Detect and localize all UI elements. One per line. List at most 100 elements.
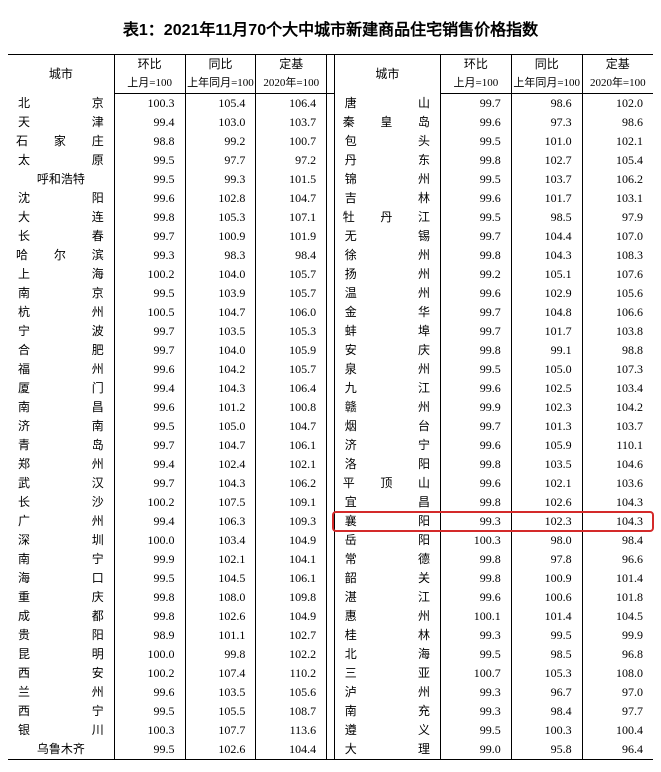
sub-mom-l: 上月=100 [114, 74, 185, 94]
city-cell: 门 [61, 379, 114, 398]
table-row: 重庆99.8108.0109.8湛江99.6100.6101.8 [8, 588, 653, 607]
val-cell: 99.7 [114, 474, 185, 493]
sub-yoy-r: 上年同月=100 [511, 74, 582, 94]
table-row: 太原99.597.797.2丹东99.8102.7105.4 [8, 151, 653, 170]
hdr-yoy-r: 同比 [511, 55, 582, 75]
city-cell: 济 [334, 436, 387, 455]
city-cell: 南 [8, 550, 61, 569]
city-cell: 平顶山 [334, 474, 440, 493]
table-row: 海口99.5104.5106.1韶关99.8100.9101.4 [8, 569, 653, 588]
val-cell: 100.8 [256, 398, 327, 417]
val-cell: 107.0 [582, 227, 653, 246]
city-cell: 州 [387, 360, 440, 379]
val-cell: 102.3 [511, 512, 582, 531]
sub-base-l: 2020年=100 [256, 74, 327, 94]
city-cell: 遵 [334, 721, 387, 740]
table-row: 杭州100.5104.7106.0金华99.7104.8106.6 [8, 303, 653, 322]
hdr-base-l: 定基 [256, 55, 327, 75]
val-cell: 104.3 [185, 474, 256, 493]
val-cell: 99.3 [440, 626, 511, 645]
city-cell: 合 [8, 341, 61, 360]
val-cell: 102.7 [256, 626, 327, 645]
city-cell: 南 [334, 702, 387, 721]
val-cell: 99.6 [114, 189, 185, 208]
city-cell: 秦皇岛 [334, 113, 440, 132]
val-cell: 103.5 [185, 683, 256, 702]
city-cell: 大 [334, 740, 387, 760]
city-cell: 宜 [334, 493, 387, 512]
val-cell: 97.3 [511, 113, 582, 132]
table-row: 合肥99.7104.0105.9安庆99.899.198.8 [8, 341, 653, 360]
city-cell: 肥 [61, 341, 114, 360]
val-cell: 103.0 [185, 113, 256, 132]
city-cell: 华 [387, 303, 440, 322]
val-cell: 99.7 [440, 322, 511, 341]
val-cell: 99.5 [440, 170, 511, 189]
table-row: 上海100.2104.0105.7扬州99.2105.1107.6 [8, 265, 653, 284]
val-cell: 99.8 [440, 455, 511, 474]
hdr-city-left: 城市 [8, 55, 114, 94]
val-cell: 107.4 [185, 664, 256, 683]
val-cell: 99.5 [511, 626, 582, 645]
city-cell: 安 [334, 341, 387, 360]
val-cell: 104.9 [256, 531, 327, 550]
val-cell: 107.7 [185, 721, 256, 740]
val-cell: 99.7 [440, 417, 511, 436]
val-cell: 96.7 [511, 683, 582, 702]
val-cell: 102.1 [511, 474, 582, 493]
val-cell: 101.5 [256, 170, 327, 189]
city-cell: 哈尔滨 [8, 246, 114, 265]
val-cell: 99.9 [440, 398, 511, 417]
val-cell: 97.2 [256, 151, 327, 170]
val-cell: 103.7 [256, 113, 327, 132]
city-cell: 南 [61, 417, 114, 436]
val-cell: 98.5 [511, 645, 582, 664]
city-cell: 成 [8, 607, 61, 626]
val-cell: 100.3 [114, 94, 185, 114]
val-cell: 101.9 [256, 227, 327, 246]
val-cell: 99.8 [114, 588, 185, 607]
val-cell: 102.8 [185, 189, 256, 208]
city-cell: 庆 [387, 341, 440, 360]
city-cell: 京 [61, 284, 114, 303]
val-cell: 105.3 [185, 208, 256, 227]
city-cell: 西 [8, 664, 61, 683]
val-cell: 99.9 [582, 626, 653, 645]
val-cell: 99.6 [440, 113, 511, 132]
val-cell: 102.6 [511, 493, 582, 512]
val-cell: 104.9 [256, 607, 327, 626]
table-row: 成都99.8102.6104.9惠州100.1101.4104.5 [8, 607, 653, 626]
val-cell: 104.7 [256, 417, 327, 436]
hdr-city-right: 城市 [334, 55, 440, 94]
val-cell: 110.1 [582, 436, 653, 455]
val-cell: 102.2 [256, 645, 327, 664]
val-cell: 104.3 [582, 512, 653, 531]
city-cell: 阳 [387, 512, 440, 531]
table-row: 大连99.8105.3107.1牡丹江99.598.597.9 [8, 208, 653, 227]
city-cell: 都 [61, 607, 114, 626]
val-cell: 99.6 [440, 379, 511, 398]
val-cell: 99.6 [440, 436, 511, 455]
city-cell: 津 [61, 113, 114, 132]
val-cell: 102.0 [582, 94, 653, 114]
table-row: 宁波99.7103.5105.3蚌埠99.7101.7103.8 [8, 322, 653, 341]
city-cell: 昆 [8, 645, 61, 664]
val-cell: 99.4 [114, 512, 185, 531]
val-cell: 100.0 [114, 645, 185, 664]
city-cell: 林 [387, 189, 440, 208]
hdr-mom-l: 环比 [114, 55, 185, 75]
val-cell: 99.9 [114, 550, 185, 569]
val-cell: 107.3 [582, 360, 653, 379]
city-cell: 常 [334, 550, 387, 569]
val-cell: 105.4 [185, 94, 256, 114]
val-cell: 100.2 [114, 493, 185, 512]
table-row: 呼和浩特99.599.3101.5锦州99.5103.7106.2 [8, 170, 653, 189]
city-cell: 呼和浩特 [8, 170, 114, 189]
val-cell: 97.0 [582, 683, 653, 702]
val-cell: 99.3 [440, 683, 511, 702]
val-cell: 98.6 [582, 113, 653, 132]
city-cell: 州 [61, 303, 114, 322]
val-cell: 103.8 [582, 322, 653, 341]
city-cell: 东 [387, 151, 440, 170]
val-cell: 105.3 [511, 664, 582, 683]
